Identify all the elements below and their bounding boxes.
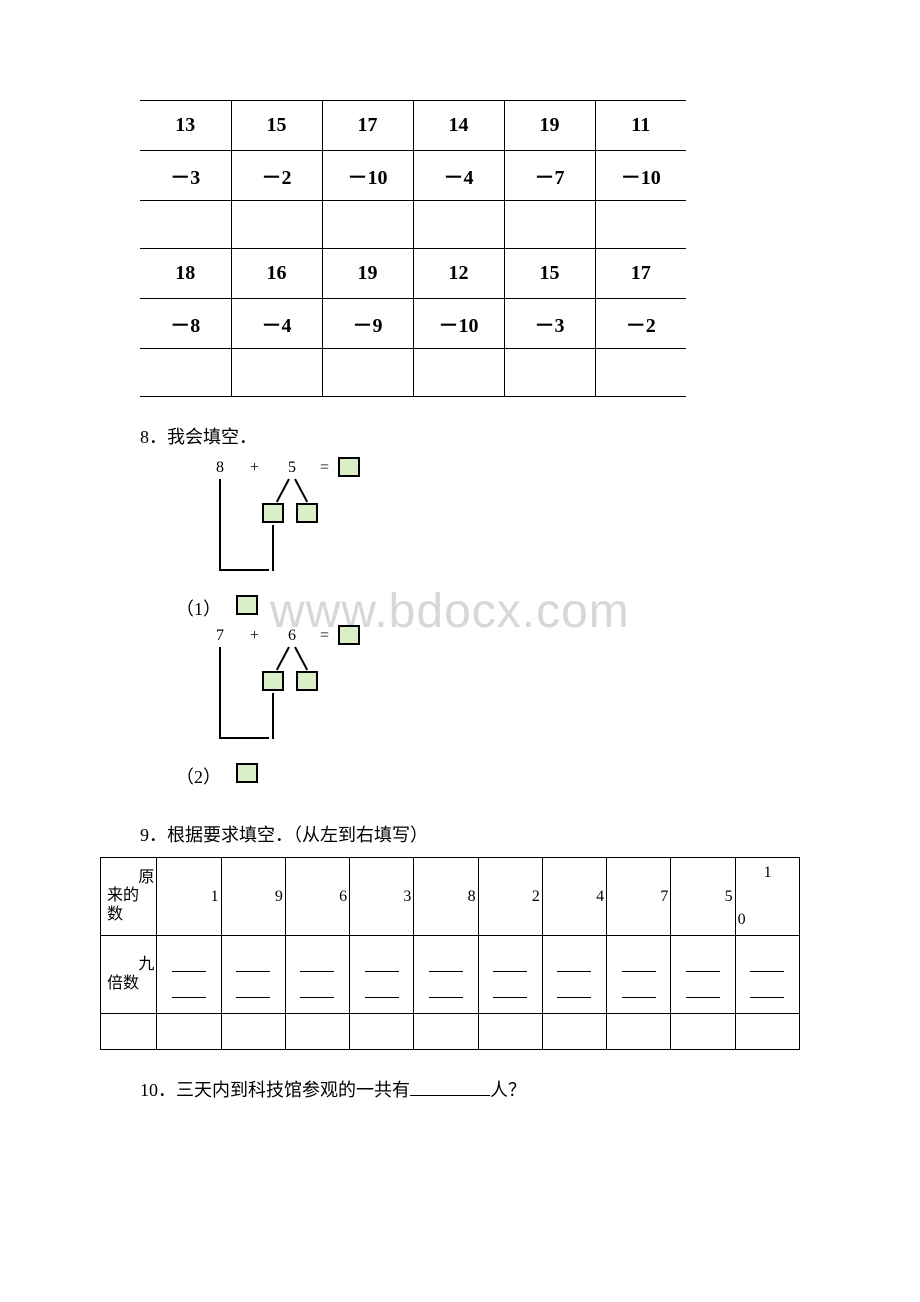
- cell: －2: [231, 151, 322, 201]
- q9-empty-cell: [542, 1014, 606, 1050]
- q9-num: 4: [542, 858, 606, 936]
- cell: －3: [504, 299, 595, 349]
- answer-cell[interactable]: [595, 201, 686, 249]
- cell: －10: [595, 151, 686, 201]
- answer-cell[interactable]: [140, 201, 231, 249]
- q9-answer[interactable]: [735, 936, 799, 1014]
- cell: 13: [140, 101, 231, 151]
- answer-cell[interactable]: [504, 349, 595, 397]
- q9-answer[interactable]: [285, 936, 349, 1014]
- cell: －3: [140, 151, 231, 201]
- equals-sign: =: [320, 459, 329, 477]
- answer-cell[interactable]: [231, 201, 322, 249]
- q9-answer[interactable]: [414, 936, 478, 1014]
- cell: 17: [595, 249, 686, 299]
- q9-answer[interactable]: [607, 936, 671, 1014]
- q9-num: 8: [414, 858, 478, 936]
- operand-b: 5: [288, 459, 296, 477]
- cell: 15: [231, 101, 322, 151]
- cell: 18: [140, 249, 231, 299]
- q9-answer[interactable]: [671, 936, 735, 1014]
- q9-empty-cell: [607, 1014, 671, 1050]
- q9-empty-cell: [285, 1014, 349, 1050]
- q9-empty-cell: [157, 1014, 221, 1050]
- split-box-left[interactable]: [262, 671, 284, 691]
- q9-empty-cell: [671, 1014, 735, 1050]
- q9-num: 5: [671, 858, 735, 936]
- split-box-left[interactable]: [262, 503, 284, 523]
- cell: 11: [595, 101, 686, 151]
- answer-cell[interactable]: [140, 349, 231, 397]
- result-box[interactable]: [236, 595, 258, 615]
- q9-num-ten: 0 1: [735, 858, 799, 936]
- sub-label-1: （1）: [176, 595, 221, 621]
- operand-a: 8: [216, 459, 224, 477]
- split-box-right[interactable]: [296, 671, 318, 691]
- q9-row2-label: 九 倍数: [101, 936, 157, 1014]
- cell: 12: [413, 249, 504, 299]
- cell: 15: [504, 249, 595, 299]
- cell: －10: [413, 299, 504, 349]
- sub-label-2: （2）: [176, 763, 221, 789]
- cell: 16: [231, 249, 322, 299]
- q9-empty-cell: [350, 1014, 414, 1050]
- answer-cell[interactable]: [413, 201, 504, 249]
- cell: －7: [504, 151, 595, 201]
- cell: －10: [322, 151, 413, 201]
- q9-num: 2: [478, 858, 542, 936]
- q9-num: 1: [157, 858, 221, 936]
- answer-box[interactable]: [338, 457, 360, 477]
- q9-answer[interactable]: [157, 936, 221, 1014]
- plus-sign: +: [250, 459, 259, 477]
- answer-cell[interactable]: [231, 349, 322, 397]
- q10-suffix: 人？: [490, 1080, 526, 1100]
- q10-blank[interactable]: [410, 1080, 490, 1096]
- answer-cell[interactable]: [322, 201, 413, 249]
- q9-num: 7: [607, 858, 671, 936]
- answer-box[interactable]: [338, 625, 360, 645]
- q9-empty-cell: [414, 1014, 478, 1050]
- cell: 19: [504, 101, 595, 151]
- q10-prefix: 10．三天内到科技馆参观的一共有: [140, 1080, 410, 1100]
- q8-diagram-2: 7 + 6 = （2）: [180, 627, 440, 795]
- q10-line: 10．三天内到科技馆参观的一共有 人？: [140, 1076, 780, 1102]
- arith-table-1: 13 15 17 14 19 11 －3 －2 －10 －4 －7 －10 18…: [140, 100, 686, 397]
- q9-title: 9．根据要求填空．（从左到右填写）: [140, 821, 780, 847]
- cell: －4: [231, 299, 322, 349]
- q9-empty-cell: [478, 1014, 542, 1050]
- equals-sign: =: [320, 627, 329, 645]
- answer-cell[interactable]: [504, 201, 595, 249]
- q9-num: 6: [285, 858, 349, 936]
- q9-num: 3: [350, 858, 414, 936]
- split-box-right[interactable]: [296, 503, 318, 523]
- q8-diagram-1: 8 + 5 = （1）: [180, 459, 440, 627]
- q9-table: 原 来的 数 1 9 6 3 8 2 4 7 5 0 1 九 倍数: [100, 857, 800, 1050]
- cell: －4: [413, 151, 504, 201]
- cell: －9: [322, 299, 413, 349]
- plus-sign: +: [250, 627, 259, 645]
- q9-row1-label: 原 来的 数: [101, 858, 157, 936]
- q9-answer[interactable]: [542, 936, 606, 1014]
- result-box[interactable]: [236, 763, 258, 783]
- q9-empty-cell: [735, 1014, 799, 1050]
- q9-empty-cell: [221, 1014, 285, 1050]
- q9-empty-cell: [101, 1014, 157, 1050]
- cell: 17: [322, 101, 413, 151]
- cell: －2: [595, 299, 686, 349]
- answer-cell[interactable]: [322, 349, 413, 397]
- q8-title: 8．我会填空．: [140, 423, 780, 449]
- cell: －8: [140, 299, 231, 349]
- operand-a: 7: [216, 627, 224, 645]
- answer-cell[interactable]: [595, 349, 686, 397]
- answer-cell[interactable]: [413, 349, 504, 397]
- q9-answer[interactable]: [221, 936, 285, 1014]
- q9-answer[interactable]: [350, 936, 414, 1014]
- operand-b: 6: [288, 627, 296, 645]
- cell: 19: [322, 249, 413, 299]
- q9-answer[interactable]: [478, 936, 542, 1014]
- cell: 14: [413, 101, 504, 151]
- q9-num: 9: [221, 858, 285, 936]
